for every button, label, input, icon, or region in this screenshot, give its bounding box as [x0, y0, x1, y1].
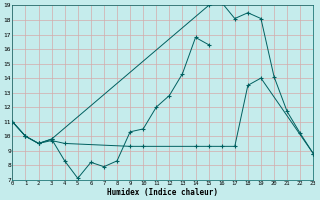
X-axis label: Humidex (Indice chaleur): Humidex (Indice chaleur) [107, 188, 218, 197]
